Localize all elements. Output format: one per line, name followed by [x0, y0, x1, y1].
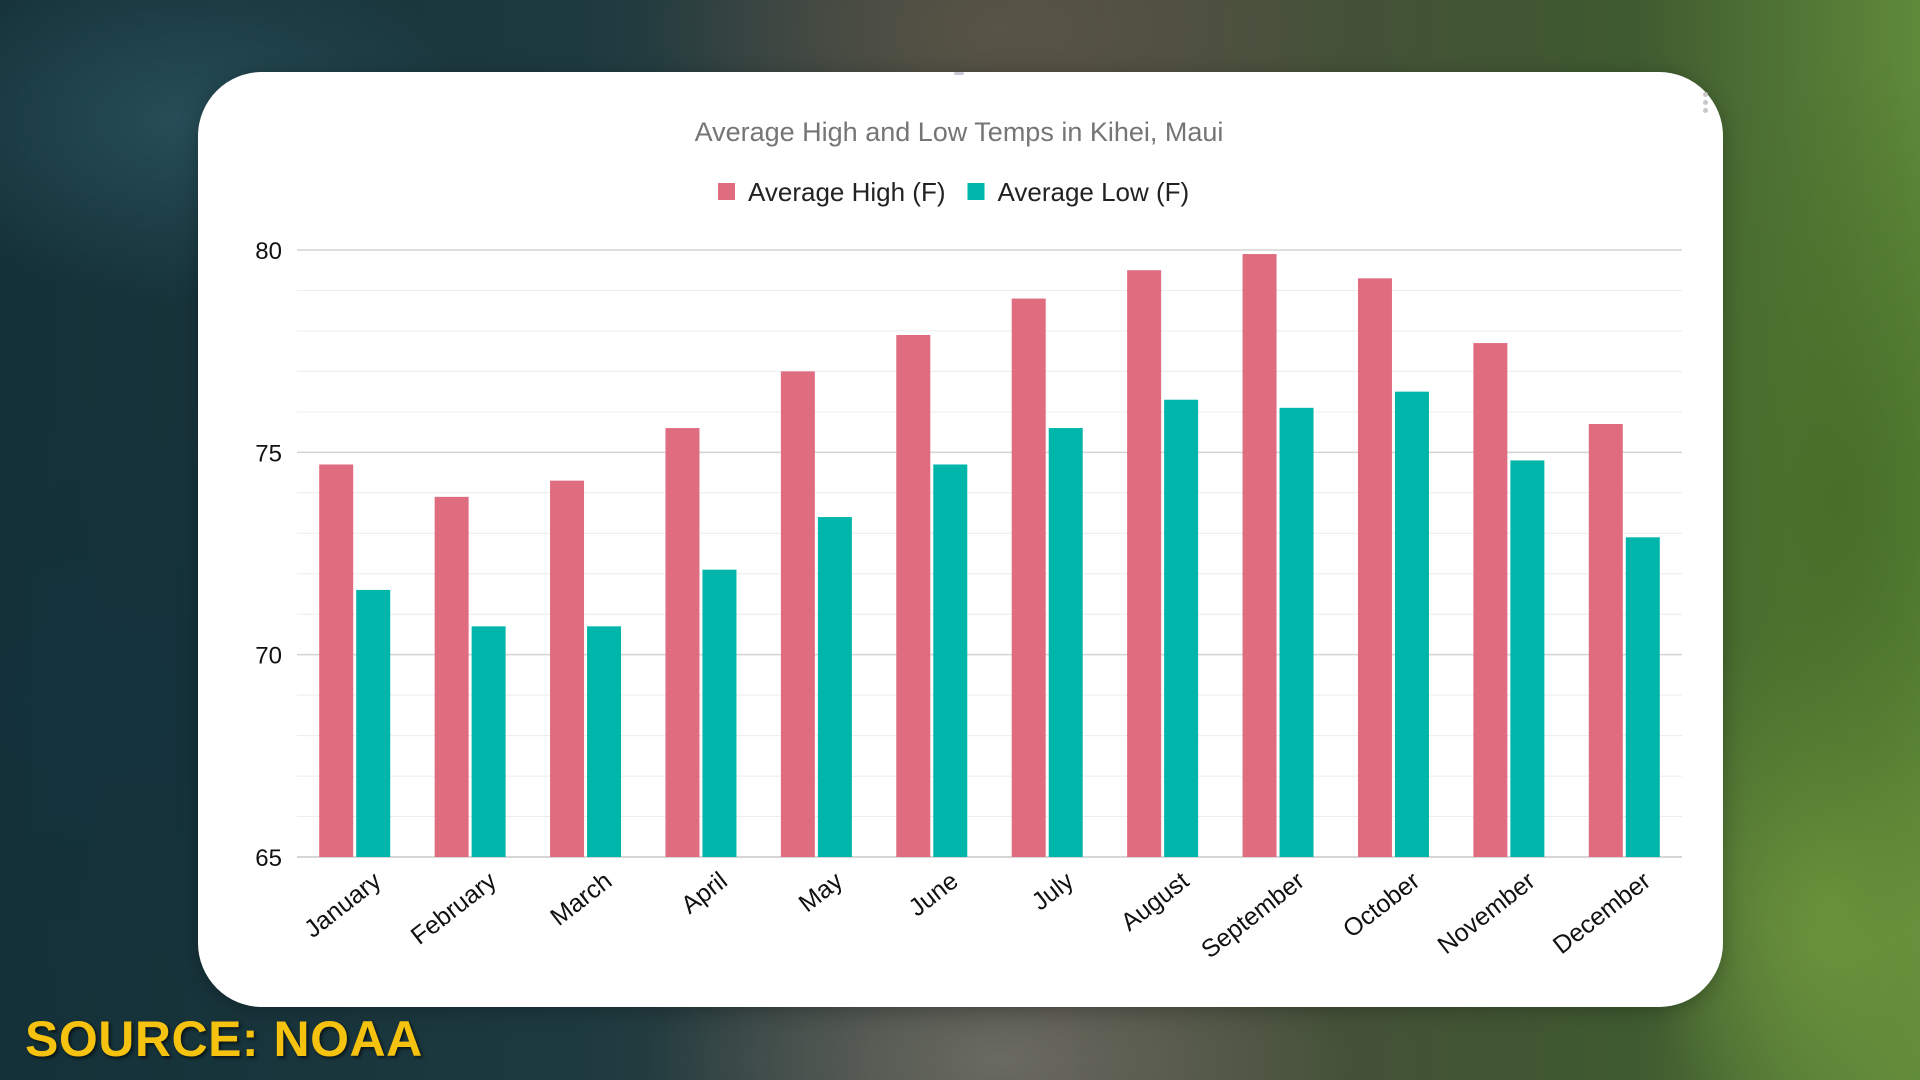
y-axis: 65 70 75 80 — [255, 238, 282, 872]
x-tick-label: April — [676, 867, 733, 920]
x-tick-label: January — [299, 866, 387, 943]
bar-high-july[interactable] — [1011, 298, 1046, 857]
legend-item-high[interactable]: Average High (F) — [718, 177, 946, 207]
bar-low-july[interactable] — [1048, 428, 1083, 857]
bar-low-april[interactable] — [702, 569, 737, 857]
legend-label: Average High (F) — [748, 177, 946, 207]
bar-high-march[interactable] — [550, 480, 585, 857]
x-tick-label: May — [794, 866, 849, 917]
bar-high-may[interactable] — [780, 371, 815, 857]
bar-low-march[interactable] — [587, 626, 622, 857]
chart-title: Average High and Low Temps in Kihei, Mau… — [695, 117, 1224, 147]
x-tick-label: July — [1027, 866, 1080, 916]
bar-low-december[interactable] — [1625, 537, 1660, 857]
x-tick-label: August — [1116, 867, 1195, 937]
bar-high-february[interactable] — [434, 496, 469, 857]
bar-high-april[interactable] — [665, 428, 700, 857]
x-tick-label: November — [1432, 867, 1540, 960]
bar-low-september[interactable] — [1279, 407, 1314, 857]
bar-low-october[interactable] — [1394, 391, 1429, 857]
bar-high-june[interactable] — [896, 334, 931, 858]
bar-high-november[interactable] — [1473, 343, 1508, 857]
y-tick-label: 70 — [255, 643, 282, 670]
x-tick-label: March — [545, 867, 617, 932]
x-tick-label: December — [1548, 867, 1656, 960]
bar-low-august[interactable] — [1164, 399, 1199, 857]
bar-high-january[interactable] — [319, 464, 354, 857]
chart-bars — [319, 254, 1660, 858]
more-options-icon[interactable] — [1703, 92, 1709, 116]
legend-item-low[interactable]: Average Low (F) — [967, 177, 1190, 207]
bar-low-november[interactable] — [1510, 460, 1545, 857]
bar-low-may[interactable] — [817, 517, 852, 857]
y-tick-label: 75 — [255, 440, 282, 467]
source-caption: SOURCE: NOAA — [25, 1011, 423, 1067]
y-tick-label: 80 — [255, 238, 282, 265]
x-tick-label: February — [406, 866, 502, 950]
legend-label: Average Low (F) — [998, 177, 1190, 207]
bar-high-september[interactable] — [1242, 254, 1277, 858]
chart-legend: Average High (F) Average Low (F) — [718, 177, 1189, 207]
bar-low-june[interactable] — [933, 464, 968, 857]
x-tick-label: June — [904, 867, 964, 922]
bar-high-october[interactable] — [1357, 278, 1392, 857]
x-tick-label: September — [1196, 867, 1310, 964]
bar-high-december[interactable] — [1588, 424, 1623, 857]
y-tick-label: 65 — [255, 845, 282, 872]
x-axis: January February March April May June July Augu… — [299, 866, 1656, 964]
x-tick-label: October — [1338, 867, 1425, 944]
legend-swatch — [967, 183, 985, 200]
legend-swatch — [718, 183, 735, 200]
bar-high-august[interactable] — [1127, 270, 1162, 857]
chart-gridlines — [297, 249, 1682, 858]
bar-low-january[interactable] — [356, 589, 391, 857]
bar-low-february[interactable] — [471, 626, 506, 857]
card-handle[interactable] — [954, 72, 964, 75]
